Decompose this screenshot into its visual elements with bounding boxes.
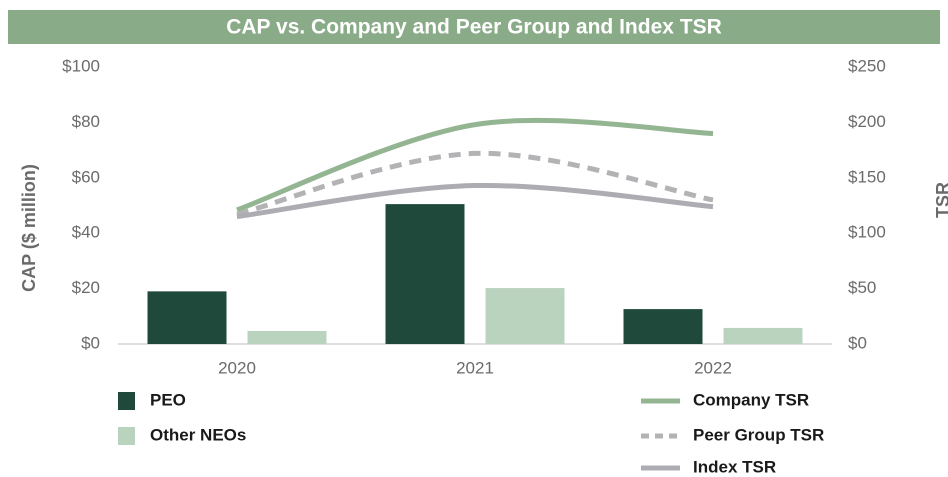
bar [247,330,327,344]
bar [723,327,803,344]
bar [147,291,227,344]
legend-label: PEO [150,390,186,409]
legend-label: Other NEOs [150,425,246,444]
y-tick-label: $80 [72,112,100,131]
bar [623,309,703,344]
x-tick-label: 2020 [218,358,256,377]
y2-tick-label: $250 [848,56,886,75]
title-bar [8,10,940,44]
y-tick-label: $20 [72,278,100,297]
legend-swatch [118,392,135,410]
y-tick-label: $60 [72,167,100,186]
legend-label: Company TSR [693,390,809,409]
x-tick-label: 2022 [694,358,732,377]
bar [385,204,465,344]
y-tick-label: $0 [81,333,100,352]
chart-title: CAP vs. Company and Peer Group and Index… [226,16,722,39]
x-tick-label: 2021 [456,358,494,377]
line [236,182,714,220]
y2-tick-label: $100 [848,223,886,242]
y-tick-label: $100 [62,56,100,75]
line [236,117,714,213]
y2-tick-label: $0 [848,333,867,352]
y-tick-label: $40 [72,223,100,242]
y2-tick-label: $150 [848,167,886,186]
y2-axis-label: TSR [933,182,948,218]
y2-tick-label: $200 [848,112,886,131]
bar [485,288,565,344]
legend-label: Index TSR [693,457,776,476]
y-axis-label: CAP ($ million) [19,164,39,292]
line [236,150,714,217]
legend-label: Peer Group TSR [693,425,824,444]
legend-swatch [118,427,135,445]
y2-tick-label: $50 [848,278,876,297]
